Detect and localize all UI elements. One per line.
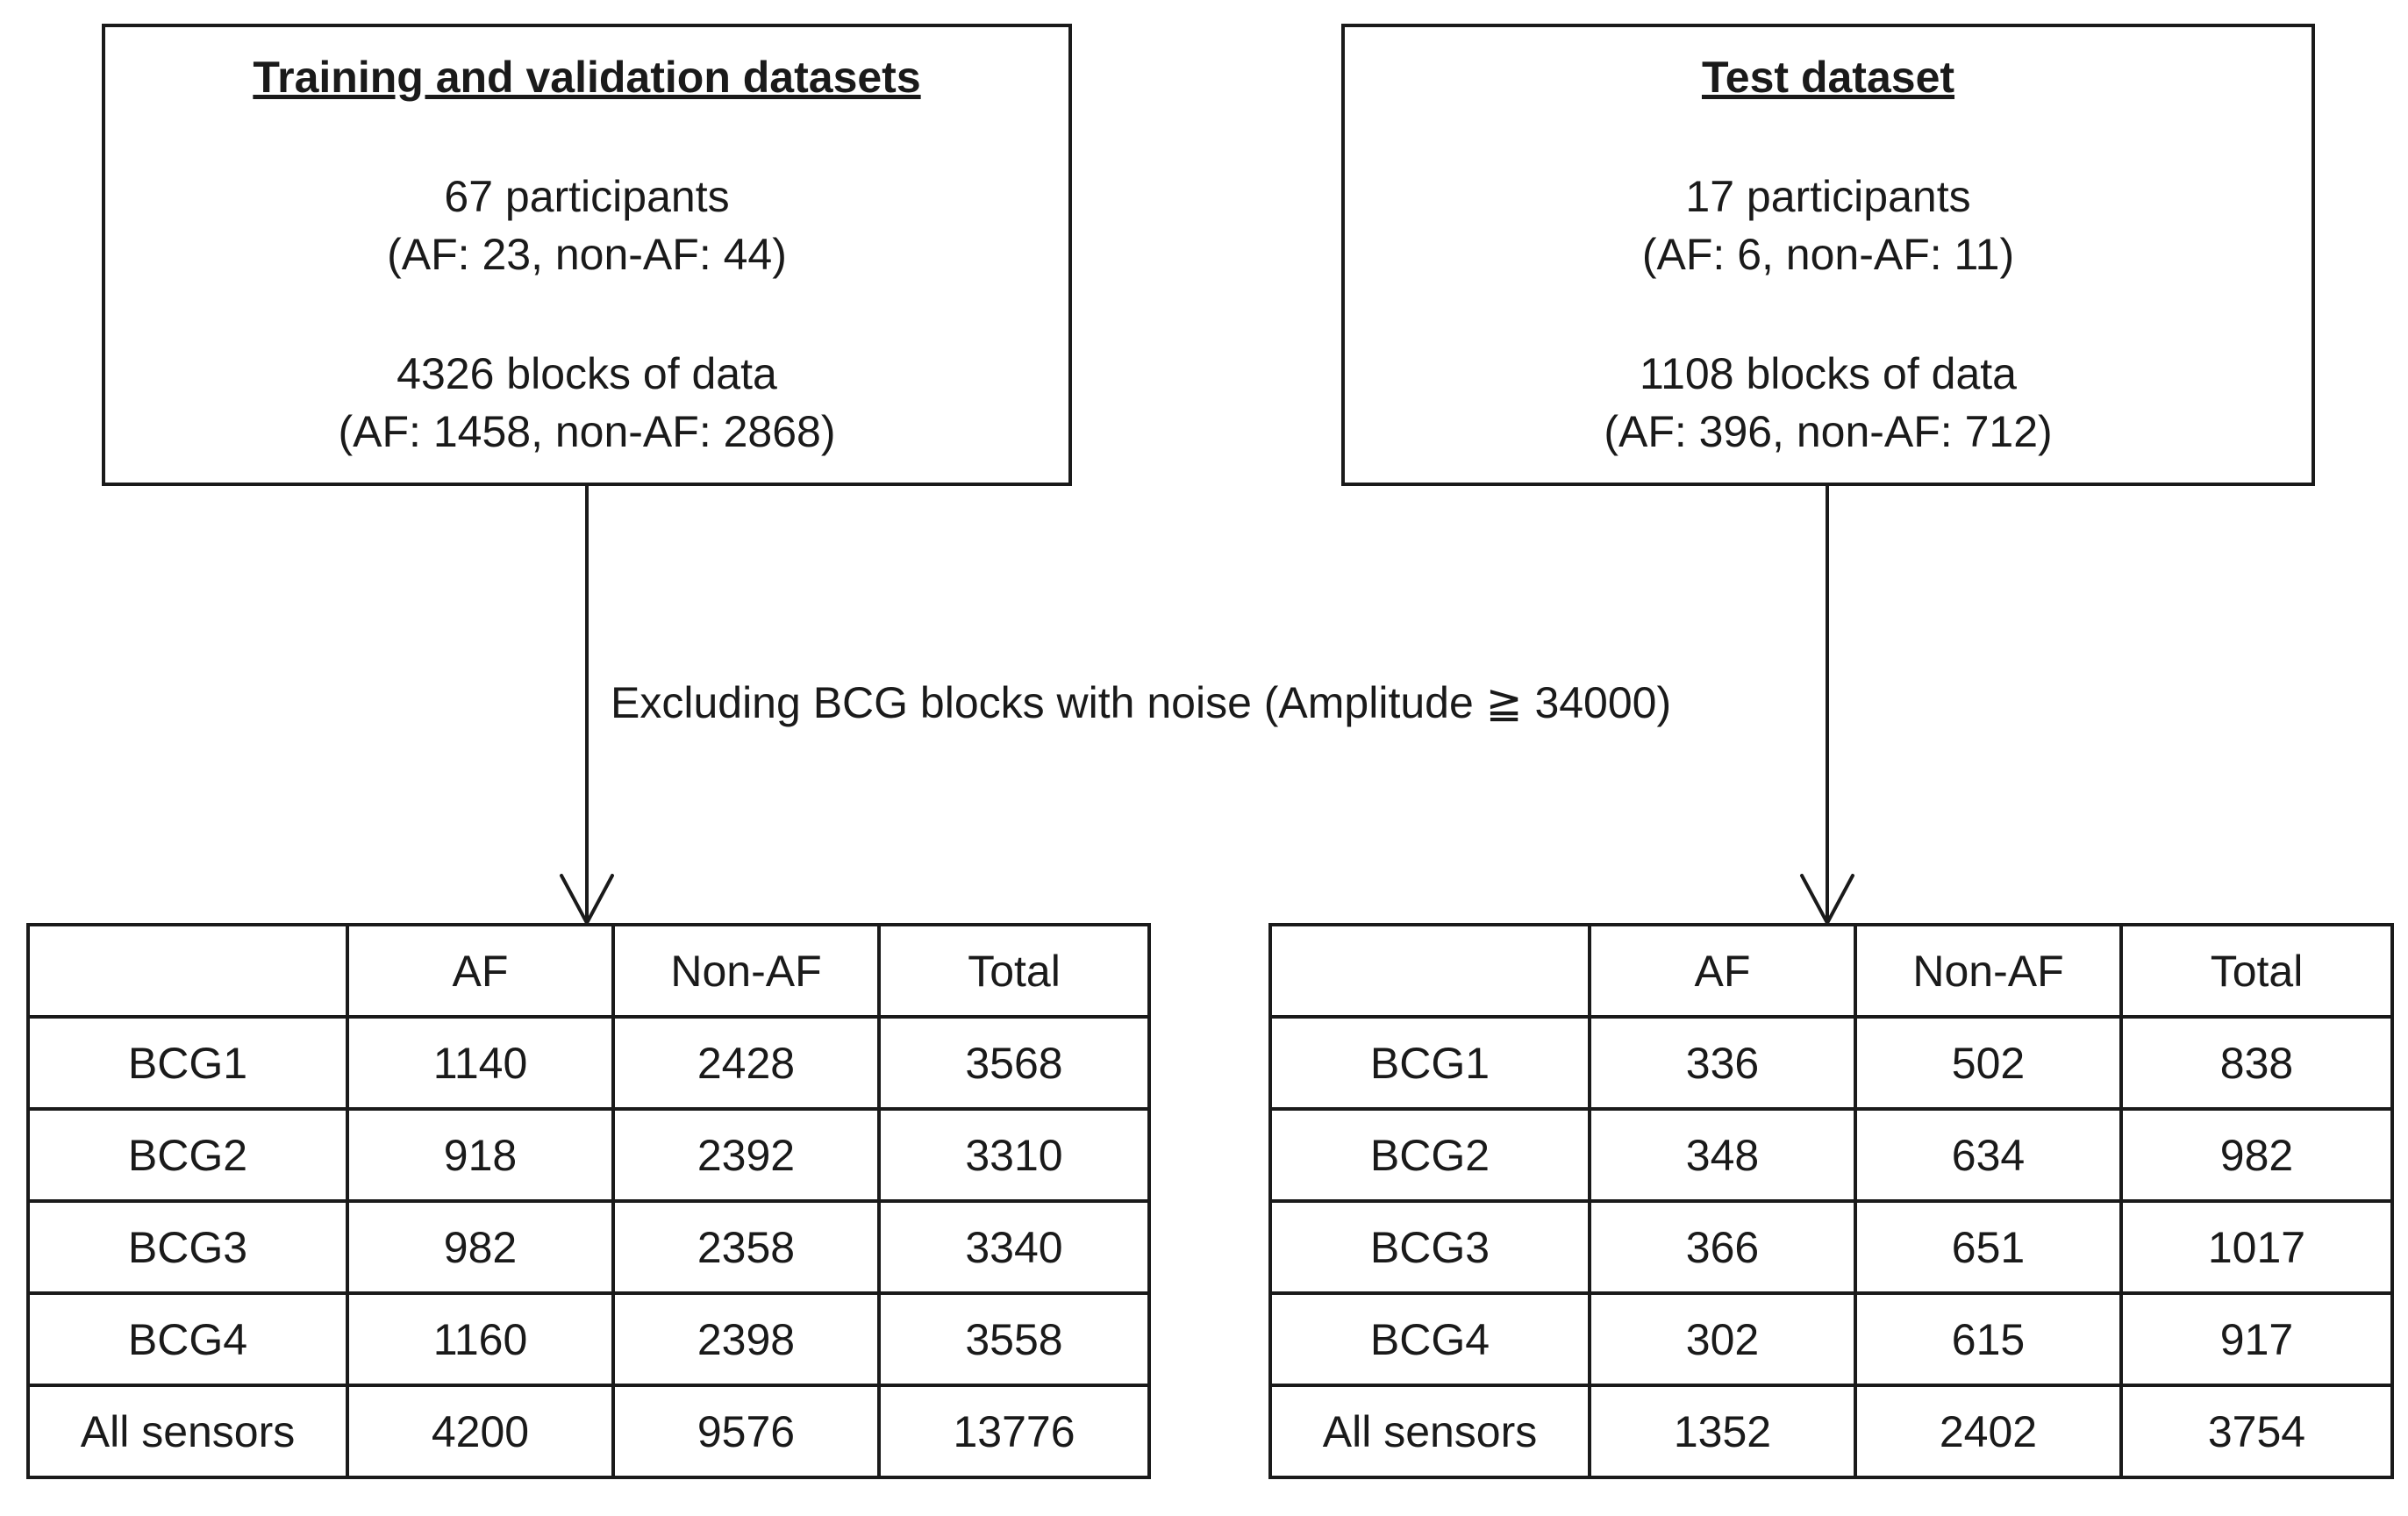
table-cell: 2392: [611, 1107, 881, 1203]
table-row-label: BCG1: [26, 1015, 349, 1111]
table-row-label: BCG2: [26, 1107, 349, 1203]
table-header-cell: [1268, 923, 1591, 1019]
table-cell: 651: [1854, 1199, 2123, 1295]
training-validation-title: Training and validation datasets: [253, 53, 921, 102]
table-row: All sensors 4200 9576 13776: [26, 1384, 1151, 1479]
test-dataset-box: Test dataset 17 participants (AF: 6, non…: [1341, 24, 2315, 486]
training-blocks-table: AF Non-AF Total BCG1 1140 2428 3568 BCG2 918 2392…: [26, 923, 1151, 1479]
table-row: BCG4 1160 2398 3558: [26, 1291, 1151, 1387]
test-blocks: 1108 blocks of data: [1640, 349, 2017, 398]
test-participants: 17 participants: [1685, 172, 1971, 221]
test-participants-split: (AF: 6, non-AF: 11): [1641, 230, 2015, 279]
training-blocks: 4326 blocks of data: [397, 349, 777, 398]
table-cell: 3558: [877, 1291, 1151, 1387]
table-cell: 1352: [1588, 1384, 1857, 1479]
training-participants: 67 participants: [444, 172, 730, 221]
table-row: All sensors 1352 2402 3754: [1268, 1384, 2394, 1479]
table-cell: 615: [1854, 1291, 2123, 1387]
table-row: BCG1 336 502 838: [1268, 1015, 2394, 1111]
test-blocks-split: (AF: 396, non-AF: 712): [1604, 407, 2053, 456]
table-cell: 302: [1588, 1291, 1857, 1387]
table-cell: 3310: [877, 1107, 1151, 1203]
table-cell: 502: [1854, 1015, 2123, 1111]
table-row-label: All sensors: [1268, 1384, 1591, 1479]
table-header-cell: AF: [346, 923, 615, 1019]
table-cell: 366: [1588, 1199, 1857, 1295]
training-validation-box: Training and validation datasets 67 part…: [102, 24, 1072, 486]
table-cell: 4200: [346, 1384, 615, 1479]
table-row: BCG3 366 651 1017: [1268, 1199, 2394, 1295]
table-row: BCG3 982 2358 3340: [26, 1199, 1151, 1295]
table-cell: 2358: [611, 1199, 881, 1295]
table-row-label: BCG3: [26, 1199, 349, 1295]
table-cell: 1160: [346, 1291, 615, 1387]
training-blocks-split: (AF: 1458, non-AF: 2868): [338, 407, 836, 456]
table-cell: 2402: [1854, 1384, 2123, 1479]
table-header-cell: Total: [2119, 923, 2394, 1019]
table-header-cell: AF: [1588, 923, 1857, 1019]
table-cell: 3340: [877, 1199, 1151, 1295]
table-cell: 1140: [346, 1015, 615, 1111]
table-cell: 336: [1588, 1015, 1857, 1111]
table-cell: 2398: [611, 1291, 881, 1387]
table-row: BCG2 918 2392 3310: [26, 1107, 1151, 1203]
table-cell: 634: [1854, 1107, 2123, 1203]
table-row: BCG1 1140 2428 3568: [26, 1015, 1151, 1111]
table-cell: 348: [1588, 1107, 1857, 1203]
table-cell: 838: [2119, 1015, 2394, 1111]
table-cell: 9576: [611, 1384, 881, 1479]
table-header-cell: Non-AF: [1854, 923, 2123, 1019]
table-cell: 2428: [611, 1015, 881, 1111]
table-row-label: BCG1: [1268, 1015, 1591, 1111]
table-row: BCG2 348 634 982: [1268, 1107, 2394, 1203]
table-row-label: BCG3: [1268, 1199, 1591, 1295]
right-arrow-head: [1800, 874, 1854, 925]
table-cell: 982: [346, 1199, 615, 1295]
table-cell: 982: [2119, 1107, 2394, 1203]
table-cell: 3568: [877, 1015, 1151, 1111]
noise-exclusion-label: Excluding BCG blocks with noise (Amplitu…: [611, 674, 1672, 732]
table-cell: 918: [346, 1107, 615, 1203]
table-row: BCG4 302 615 917: [1268, 1291, 2394, 1387]
table-cell: 917: [2119, 1291, 2394, 1387]
left-arrow-head: [560, 874, 614, 925]
table-header-row: AF Non-AF Total: [26, 923, 1151, 1019]
table-cell: 3754: [2119, 1384, 2394, 1479]
table-header-cell: Total: [877, 923, 1151, 1019]
test-dataset-title: Test dataset: [1701, 53, 1955, 102]
table-header-cell: [26, 923, 349, 1019]
test-blocks-table: AF Non-AF Total BCG1 336 502 838 BCG2 348 634 982 B…: [1268, 923, 2394, 1479]
table-row-label: BCG4: [1268, 1291, 1591, 1387]
table-cell: 1017: [2119, 1199, 2394, 1295]
table-row-label: All sensors: [26, 1384, 349, 1479]
table-header-row: AF Non-AF Total: [1268, 923, 2394, 1019]
table-header-cell: Non-AF: [611, 923, 881, 1019]
table-row-label: BCG2: [1268, 1107, 1591, 1203]
training-participants-split: (AF: 23, non-AF: 44): [387, 230, 787, 279]
table-row-label: BCG4: [26, 1291, 349, 1387]
table-cell: 13776: [877, 1384, 1151, 1479]
